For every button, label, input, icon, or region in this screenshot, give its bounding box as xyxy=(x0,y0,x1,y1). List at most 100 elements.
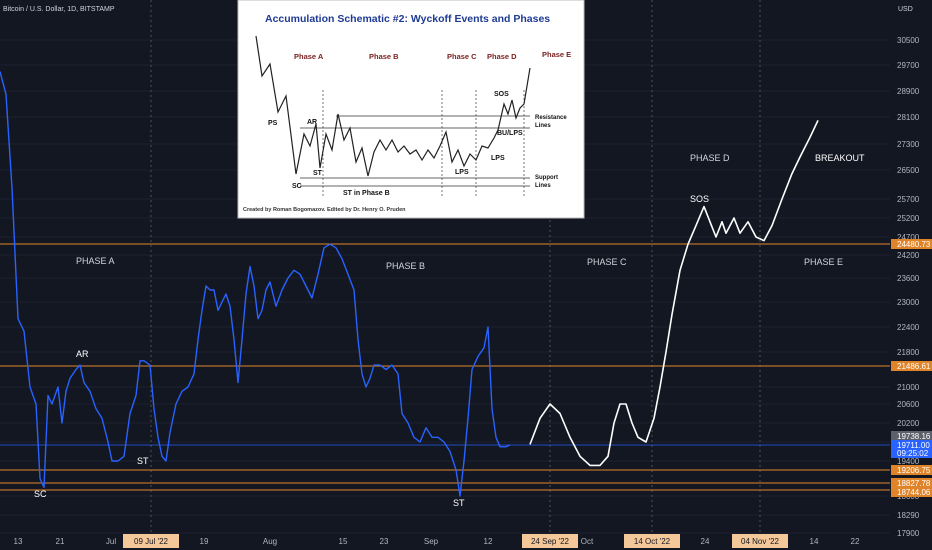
phase-d-label: PHASE D xyxy=(690,153,730,163)
price-label-box xyxy=(891,478,932,488)
price-label-text: 19206.75 xyxy=(897,466,931,475)
price-label-box xyxy=(891,431,932,441)
grid xyxy=(0,39,890,534)
x-tick-label: 23 xyxy=(380,537,389,546)
phase-a-label: PHASE A xyxy=(76,256,115,266)
y-tick-label: 28900 xyxy=(897,87,920,96)
x-tick-label: 21 xyxy=(56,537,65,546)
inset-credit: Created by Roman Bogomazov. Edited by Dr… xyxy=(243,207,406,213)
inset-phase-a: Phase A xyxy=(294,52,324,61)
x-tick-label: 24 xyxy=(701,537,710,546)
inset-support-label-2: Lines xyxy=(535,183,551,189)
series-group xyxy=(0,71,819,497)
inset-price-path xyxy=(255,35,531,177)
x-tick-label: 14 xyxy=(810,537,819,546)
y-tick-label: 17900 xyxy=(897,529,920,538)
inset-event-ar: AR xyxy=(307,119,317,126)
inset-event-sc: SC xyxy=(292,183,302,190)
x-tick-label: 04 Nov '22 xyxy=(741,537,780,546)
price-label-text: 18827.78 xyxy=(897,479,931,488)
x-tick-label: Aug xyxy=(263,537,277,546)
phase-e-label: PHASE E xyxy=(804,257,843,267)
x-tick-label: 15 xyxy=(339,537,348,546)
inset-resistance-label: Resistance xyxy=(535,115,567,121)
price-label-text: 21486.61 xyxy=(897,362,931,371)
price-label-text: 19711.00 xyxy=(897,441,930,450)
y-tick-label: 20600 xyxy=(897,400,920,409)
st-annotation-2: ST xyxy=(453,498,465,508)
price-label-box xyxy=(891,465,932,475)
y-tick-label: 26500 xyxy=(897,166,920,175)
price-series-line xyxy=(0,71,511,497)
y-tick-label: 21800 xyxy=(897,348,920,357)
x-tick-label: Sep xyxy=(424,537,439,546)
wyckoff-schematic-inset: Accumulation Schematic #2: Wyckoff Event… xyxy=(237,0,585,219)
y-tick-label: 20200 xyxy=(897,419,920,428)
date-marker-lines xyxy=(150,0,761,532)
x-tick-label: 22 xyxy=(851,537,860,546)
y-tick-label: 21000 xyxy=(897,383,920,392)
phase-c-label: PHASE C xyxy=(587,257,627,267)
inset-event-st: ST xyxy=(313,170,323,177)
x-tick-label: 12 xyxy=(484,537,493,546)
inset-phase-b: Phase B xyxy=(369,52,399,61)
price-label-box xyxy=(891,440,932,450)
x-tick-label: 24 Sep '22 xyxy=(531,537,570,546)
x-tick-highlight xyxy=(732,534,788,548)
x-tick-label: 19 xyxy=(200,537,209,546)
price-axis[interactable]: 30500 29700 28900 28100 27300 26500 25700 25200… xyxy=(891,36,932,538)
price-label-box xyxy=(891,487,932,497)
x-tick-label: 09 Jul '22 xyxy=(134,537,169,546)
x-tick-label: 14 Oct '22 xyxy=(634,537,671,546)
x-tick-highlight xyxy=(624,534,680,548)
inset-phase-c: Phase C xyxy=(447,52,477,61)
y-tick-label: 23000 xyxy=(897,298,920,307)
y-tick-label: 22400 xyxy=(897,323,920,332)
price-label-text: 09:25:02 xyxy=(897,449,929,458)
y-tick-label: 18290 xyxy=(897,511,920,520)
y-tick-label: 28100 xyxy=(897,113,920,122)
price-label-box xyxy=(891,239,932,249)
x-tick-highlight xyxy=(123,534,179,548)
inset-title: Accumulation Schematic #2: Wyckoff Event… xyxy=(265,13,550,25)
inset-event-sos: SOS xyxy=(494,91,509,98)
horizontal-levels xyxy=(0,243,890,491)
y-tick-label: 23600 xyxy=(897,274,920,283)
breakout-annotation: BREAKOUT xyxy=(815,153,865,163)
y-tick-label: 30500 xyxy=(897,36,920,45)
y-tick-label: 25200 xyxy=(897,214,920,223)
inset-phase-e: Phase E xyxy=(542,50,571,59)
inset-phase-d: Phase D xyxy=(487,52,517,61)
st-annotation: ST xyxy=(137,456,149,466)
x-tick-label: Oct xyxy=(581,537,594,546)
ar-annotation: AR xyxy=(76,349,89,359)
inset-event-ps: PS xyxy=(268,120,278,127)
inset-background xyxy=(237,0,585,219)
currency-label: USD xyxy=(898,6,913,13)
inset-resistance-label-2: Lines xyxy=(535,123,551,129)
x-tick-highlight xyxy=(522,534,578,548)
y-tick-label: 19400 xyxy=(897,457,920,466)
price-label-box xyxy=(891,448,932,458)
x-tick-label: Jul xyxy=(106,537,116,546)
y-tick-label: 25700 xyxy=(897,195,920,204)
inset-event-st-phase-b: ST in Phase B xyxy=(343,190,390,197)
inset-event-lps: LPS xyxy=(455,169,469,176)
x-tick-label: 13 xyxy=(14,537,23,546)
inset-support-label: Support xyxy=(535,175,558,181)
y-tick-label: 27300 xyxy=(897,140,920,149)
price-label-text: 24480.73 xyxy=(897,240,931,249)
inset-event-bu-lps: BU/LPS xyxy=(497,130,523,137)
y-tick-label: 29700 xyxy=(897,61,920,70)
time-axis[interactable]: 13 21 Jul 09 Jul '22 19 Aug 15 23 Sep 12 24 Sep '2… xyxy=(14,534,860,548)
inset-level-lines xyxy=(300,115,530,187)
sos-annotation: SOS xyxy=(690,194,709,204)
y-tick-label: 24700 xyxy=(897,233,920,242)
projection-series-line xyxy=(529,120,819,467)
price-label-box xyxy=(891,361,932,371)
price-label-text: 18744.06 xyxy=(897,488,931,497)
y-tick-label: 24200 xyxy=(897,251,920,260)
phase-b-label: PHASE B xyxy=(386,261,425,271)
sc-annotation: SC xyxy=(34,489,47,499)
